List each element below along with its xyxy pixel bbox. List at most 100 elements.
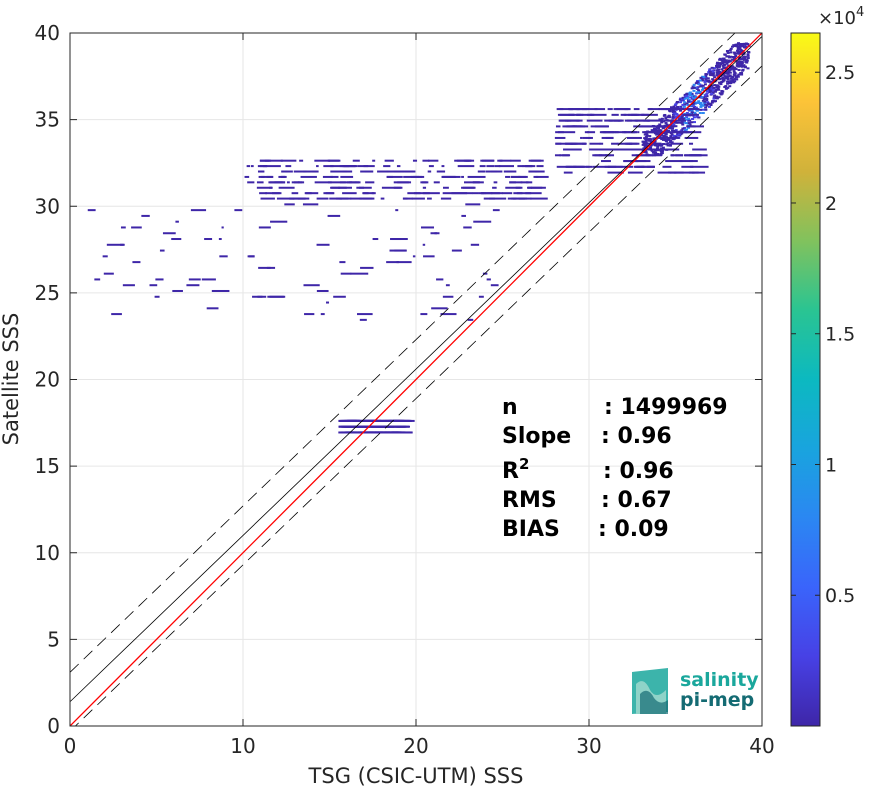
density-cell: [430, 232, 438, 235]
density-cell: [665, 123, 669, 126]
density-cell: [258, 175, 265, 178]
x-tick-label: 10: [230, 734, 255, 758]
density-cell: [653, 127, 657, 130]
density-cell: [340, 431, 351, 434]
density-cell: [517, 165, 524, 168]
density-cell: [661, 146, 665, 149]
density-cell: [607, 148, 616, 151]
density-cell: [431, 307, 448, 310]
density-cell: [342, 170, 353, 173]
density-cell: [507, 197, 525, 200]
density-cell: [715, 84, 719, 87]
density-cell: [393, 186, 402, 189]
density-cell: [676, 114, 680, 117]
density-cell: [219, 255, 228, 258]
density-cell: [346, 181, 357, 184]
colorbar-tick-label: 2.5: [825, 62, 855, 84]
density-cell: [386, 175, 394, 178]
density-cell: [528, 170, 539, 173]
density-cell: [685, 111, 689, 114]
density-cell: [666, 116, 670, 119]
colorbar-ticks: 0.5 1 1.5 2 2.5: [791, 62, 855, 607]
density-cell: [730, 75, 734, 78]
density-cell: [721, 76, 725, 79]
density-cell: [363, 419, 376, 422]
density-cell: [720, 92, 724, 95]
density-cell: [330, 165, 341, 168]
density-cell: [563, 148, 571, 151]
density-cell: [622, 131, 635, 134]
density-cell: [732, 51, 736, 54]
density-cell: [510, 159, 521, 162]
density-cell: [701, 99, 705, 102]
density-cell: [725, 75, 729, 78]
density-cell: [259, 192, 267, 195]
density-cell: [736, 48, 740, 51]
density-cell: [739, 48, 743, 51]
density-cell: [371, 431, 380, 434]
density-cell: [186, 284, 200, 287]
density-cell: [671, 113, 675, 116]
density-cell: [159, 249, 165, 252]
density-cell: [656, 133, 660, 136]
density-cell: [658, 136, 663, 139]
density-cell: [697, 116, 701, 119]
density-cell: [690, 111, 694, 114]
density-cell: [650, 129, 654, 132]
density-cell: [721, 69, 725, 72]
density-cell: [320, 313, 325, 316]
density-cell: [530, 159, 544, 162]
density-cell: [665, 160, 683, 163]
density-cell: [445, 284, 450, 287]
density-cell: [175, 220, 179, 223]
density-cell: [708, 91, 712, 94]
density-cell: [716, 86, 720, 89]
density-cell: [269, 295, 286, 298]
density-cell: [594, 108, 606, 111]
density-cell: [281, 170, 288, 173]
density-cell: [711, 78, 715, 81]
density-cell: [704, 79, 708, 82]
density-cell: [693, 121, 697, 124]
density-cell: [660, 121, 664, 124]
density-cell: [664, 117, 668, 120]
density-cell: [280, 159, 297, 162]
density-cell: [688, 119, 692, 122]
density-cell: [713, 76, 717, 79]
density-cell: [633, 108, 640, 111]
density-cell: [679, 109, 683, 112]
density-cell: [726, 86, 730, 89]
density-cell: [288, 197, 306, 200]
density-cell: [740, 60, 744, 63]
density-cell: [256, 181, 264, 184]
density-cell: [350, 197, 363, 200]
density-cell: [533, 175, 539, 178]
density-cell: [467, 175, 486, 178]
density-cell: [396, 261, 412, 264]
density-cell: [649, 138, 653, 141]
density-cell: [423, 255, 435, 258]
density-cell: [499, 159, 512, 162]
density-cell: [440, 313, 457, 316]
density-cell: [684, 136, 699, 139]
density-cell: [683, 93, 687, 96]
density-cell: [687, 122, 691, 125]
density-cell: [743, 58, 747, 61]
density-cell: [687, 125, 696, 128]
density-cell: [738, 61, 742, 64]
density-cell: [698, 79, 702, 82]
density-cell: [325, 192, 334, 195]
density-cell: [675, 154, 684, 157]
density-cell: [723, 61, 727, 64]
density-cell: [729, 82, 733, 85]
density-cell: [668, 127, 672, 130]
density-cell: [632, 136, 642, 139]
density-cell: [649, 140, 653, 143]
density-cell: [708, 69, 712, 72]
density-cell: [660, 152, 664, 155]
density-cell: [494, 165, 501, 168]
density-cell: [731, 78, 735, 81]
colorbar-tick-label: 2: [825, 193, 837, 215]
density-cell: [690, 109, 694, 112]
density-cell: [633, 165, 644, 168]
